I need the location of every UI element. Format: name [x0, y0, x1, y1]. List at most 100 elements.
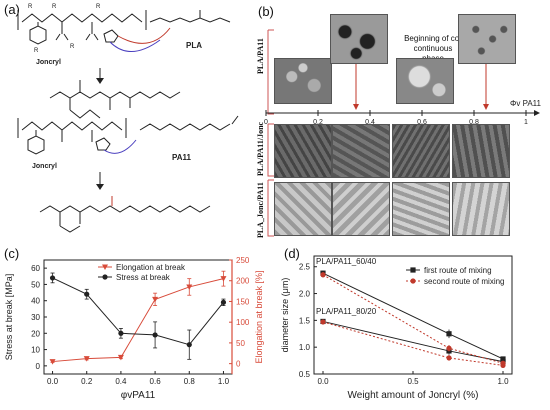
panel-c: (c) 0.0 0.2 0.4 0.6 0.8 1.0 0 10 20 30 40 50 60 0 50 10… [0, 244, 272, 410]
phi-tick-label: 0.2 [313, 119, 323, 126]
r4-label: R [70, 44, 75, 50]
y-tick-label: 0 [36, 362, 41, 371]
pla-label: PLA [186, 41, 202, 50]
sem-image-pla-pa11-0-4 [330, 14, 388, 64]
phi-tick-label: 0.6 [417, 119, 427, 126]
x-tick-label: 0.2 [81, 377, 93, 386]
sem-image-pla-pa11-0-2 [274, 58, 332, 104]
series-line-0 [52, 278, 224, 363]
data-point [152, 296, 159, 303]
chart-c: 0.0 0.2 0.4 0.6 0.8 1.0 0 10 20 30 40 50 60 0 50 100 150… [4, 256, 264, 401]
legend-marker [102, 264, 108, 270]
panel-b-label: (b) [258, 4, 274, 19]
x-tick-label: 1.0 [218, 377, 230, 386]
y2-axis-label: Elongation at break [%] [254, 270, 264, 363]
sem-image-pla-jonc-0-2 [274, 182, 332, 236]
panel-c-label: (c) [4, 246, 20, 261]
legend-label: Stress at break [116, 273, 171, 282]
y2-tick-label: 250 [236, 256, 250, 265]
legend-label: first route of mixing [424, 266, 492, 275]
legend-marker [102, 274, 108, 280]
y-axis-label: diameter size (μm) [280, 278, 290, 353]
data-point [84, 291, 90, 297]
annotation-80-20: PLA/PA11_80/20 [316, 307, 377, 316]
reaction-scheme: R R R R R Joncryl PLA Joncryl PA [17, 4, 239, 233]
y-tick-label: 60 [31, 264, 40, 273]
y-tick-label: 0.5 [299, 370, 311, 379]
x-tick-label: 0.6 [150, 377, 162, 386]
data-point [500, 362, 506, 369]
sem-image-pla-jonc-0-6 [392, 182, 450, 236]
sem-image-jonc-0-4 [332, 124, 390, 178]
phi-axis-label: Φv PA11 [510, 99, 542, 108]
data-point [186, 284, 193, 290]
phi-tick-label: 0.4 [365, 119, 375, 126]
r3-label: R [34, 48, 39, 54]
y2-tick-label: 100 [236, 318, 250, 327]
x-tick-label: 0.5 [407, 377, 419, 386]
data-point [500, 356, 506, 362]
joncryl-structure-1 [17, 10, 231, 52]
joncryl-label-1: Joncryl [36, 59, 61, 66]
sem-image-pla-jonc-0-8 [452, 182, 510, 236]
panel-b: (b) PLA/PA11 PLA/PA11/Jonc PLA_Jonc/PA11… [252, 0, 550, 240]
x-tick-label: 0.8 [184, 377, 196, 386]
pa11-label: PA11 [172, 153, 192, 162]
x-tick-label: 0.4 [115, 377, 127, 386]
data-point [118, 330, 124, 336]
y2-tick-label: 50 [236, 339, 245, 348]
y-tick-label: 20 [31, 329, 40, 338]
y2-tick-label: 0 [236, 360, 241, 369]
data-point [320, 272, 326, 278]
series-line-1 [322, 274, 504, 364]
x-axis-label: Weight amount of Joncryl (%) [348, 390, 479, 401]
panel-a-label: (a) [4, 2, 20, 17]
joncryl-label-2: Joncryl [32, 163, 57, 170]
x-tick-label: 0.0 [317, 377, 329, 386]
data-point [220, 276, 227, 282]
sem-image-jonc-0-2 [274, 124, 332, 178]
x-tick-label: 1.0 [497, 377, 509, 386]
x-tick-label: 0.0 [47, 377, 59, 386]
y-tick-label: 40 [31, 297, 40, 306]
product-structure-2 [39, 196, 211, 233]
y-axis-label: Stress at break [MPa] [4, 274, 14, 361]
annotation-60-40: PLA/PA11_60/40 [316, 257, 377, 266]
chart-d: 0.0 0.5 1.0 0.5 1.0 1.5 2.0 2.5 Weight amount of… [280, 255, 513, 401]
data-point [320, 319, 326, 325]
y-tick-label: 1.0 [299, 343, 311, 352]
legend-label: second route of mixing [424, 277, 505, 286]
product-structure-1 [49, 80, 181, 119]
joncryl-structure-2 [17, 115, 239, 155]
phi-tick-label: 1 [524, 119, 528, 126]
data-point [446, 345, 452, 351]
data-point [117, 354, 124, 361]
data-point [186, 342, 192, 348]
data-point [49, 359, 56, 365]
phi-tick-label: 0 [264, 119, 268, 126]
series-line-1 [322, 321, 504, 366]
r1-label: R [28, 4, 33, 10]
legend-label: Elongation at break [116, 263, 186, 272]
data-point [83, 356, 90, 362]
series-line-0 [322, 272, 504, 360]
series-line-1 [52, 277, 224, 346]
panel-d-label: (d) [284, 246, 300, 261]
y-tick-label: 1.5 [299, 316, 311, 325]
y-tick-label: 2.0 [299, 290, 311, 299]
y2-tick-label: 200 [236, 277, 250, 286]
panel-d: (d) 0.0 0.5 1.0 0.5 1.0 1.5 2.0 2.5 Weight amoun… [278, 244, 550, 410]
sem-image-jonc-0-6 [392, 124, 450, 178]
r2-label: R [52, 4, 57, 10]
morphology-figure: 0 0.2 0.4 0.6 0.8 1 Φv PA11 [264, 29, 542, 237]
data-point [446, 355, 452, 361]
phi-tick-label: 0.8 [469, 119, 479, 126]
sem-image-pla-pa11-0-6 [396, 58, 454, 104]
r5-label: R [96, 4, 101, 10]
y-tick-label: 2.5 [299, 263, 311, 272]
data-point [220, 299, 227, 305]
y2-tick-label: 150 [236, 297, 250, 306]
panel-a: (a) R R R R R Joncryl PLA [0, 0, 250, 240]
legend-marker [410, 278, 416, 284]
data-point [152, 332, 158, 338]
